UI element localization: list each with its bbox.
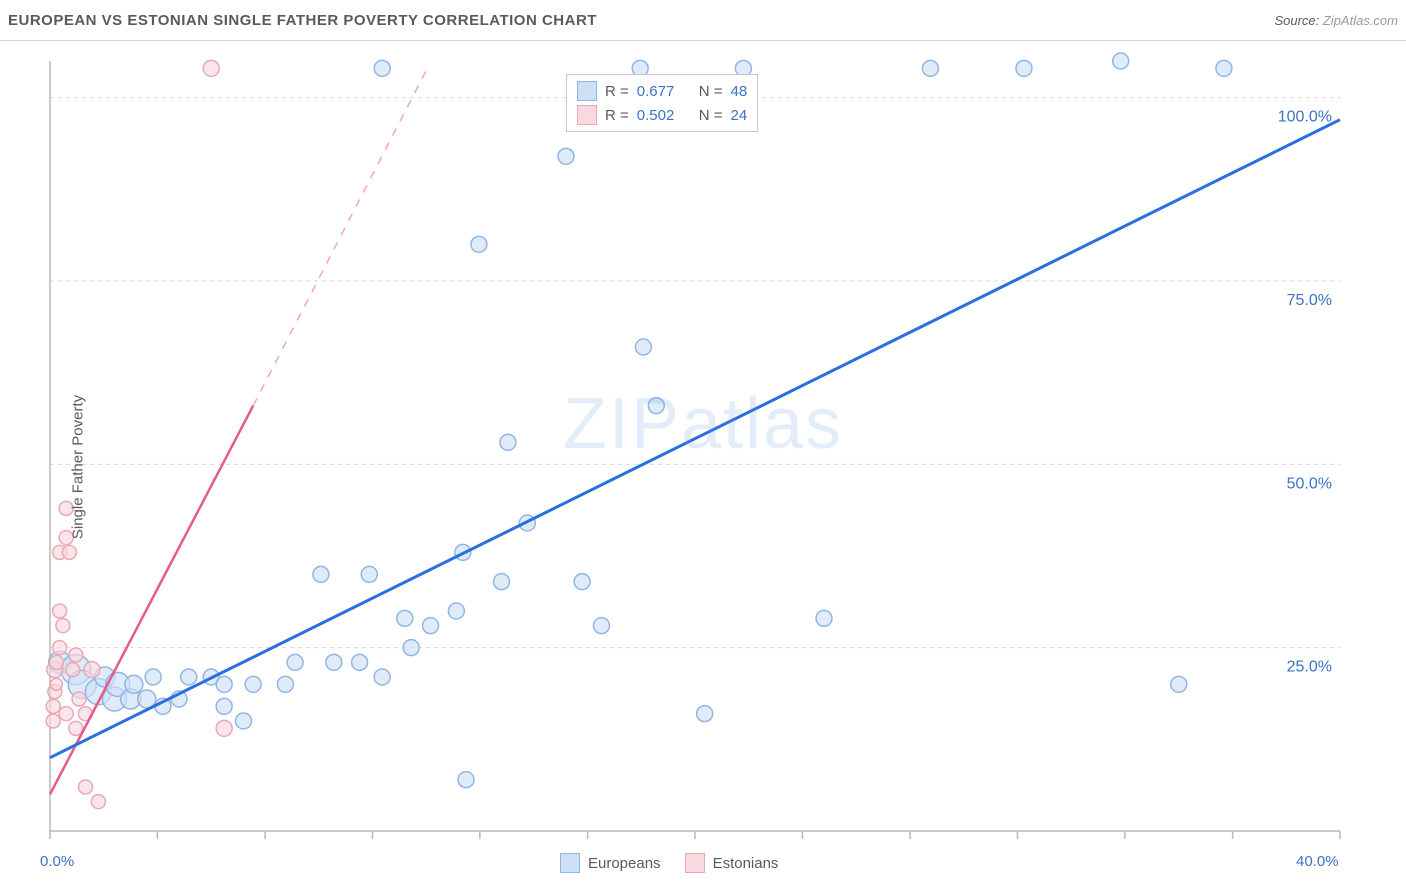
legend-label-estonians: Estonians (713, 855, 779, 872)
series-legend: Europeans Estonians (560, 853, 778, 873)
x-axis-min-label: 0.0% (40, 853, 74, 870)
swatch-europeans-bottom (560, 853, 580, 873)
y-axis-label: Single Father Poverty (70, 395, 87, 539)
legend-row-europeans: R = 0.677 N = 48 (577, 79, 747, 103)
r-label: R = (605, 83, 629, 100)
svg-text:50.0%: 50.0% (1287, 475, 1332, 492)
swatch-estonians (577, 105, 597, 125)
legend-item-estonians[interactable]: Estonians (685, 853, 779, 873)
n-value-europeans: 48 (731, 83, 748, 100)
r-value-europeans: 0.677 (637, 83, 691, 100)
chart-header: EUROPEAN VS ESTONIAN SINGLE FATHER POVER… (0, 0, 1406, 41)
svg-text:100.0%: 100.0% (1278, 109, 1332, 126)
n-label: N = (699, 107, 723, 124)
legend-item-europeans[interactable]: Europeans (560, 853, 661, 873)
swatch-estonians-bottom (685, 853, 705, 873)
legend-label-europeans: Europeans (588, 855, 661, 872)
svg-text:75.0%: 75.0% (1287, 292, 1332, 309)
source-link[interactable]: ZipAtlas.com (1323, 13, 1398, 28)
chart-area: Single Father Poverty ZIPatlas 25.0%50.0… (0, 41, 1406, 892)
swatch-europeans (577, 81, 597, 101)
source-attribution: Source: ZipAtlas.com (1274, 13, 1398, 28)
source-prefix: Source: (1274, 13, 1322, 28)
n-label: N = (699, 83, 723, 100)
r-value-estonians: 0.502 (637, 107, 691, 124)
legend-row-estonians: R = 0.502 N = 24 (577, 103, 747, 127)
r-label: R = (605, 107, 629, 124)
n-value-estonians: 24 (731, 107, 748, 124)
svg-text:25.0%: 25.0% (1287, 659, 1332, 676)
x-axis-max-label: 40.0% (1296, 853, 1339, 870)
scatter-plot-svg: 25.0% 50.0% 75.0% 100.0% (0, 41, 1406, 892)
correlation-legend: R = 0.677 N = 48 R = 0.502 N = 24 (566, 74, 758, 132)
chart-title: EUROPEAN VS ESTONIAN SINGLE FATHER POVER… (8, 12, 597, 29)
